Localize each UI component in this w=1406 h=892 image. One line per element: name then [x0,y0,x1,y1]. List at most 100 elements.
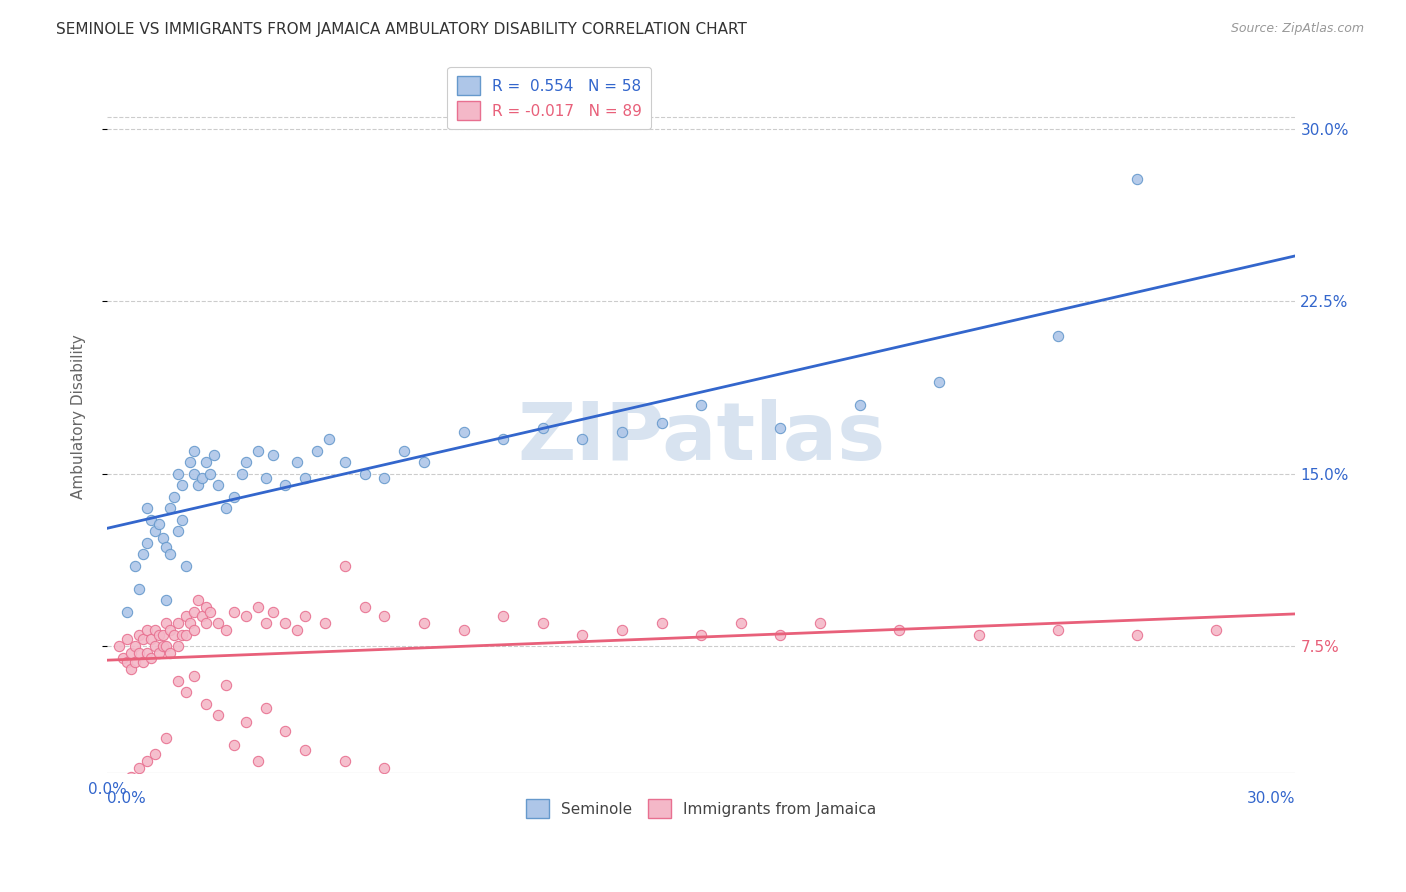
Point [135,501,157,516]
Point [124,558,146,573]
Point [172,513,194,527]
Point [1205,623,1227,637]
Point [187,478,209,492]
Point [120,646,142,660]
Point [314,616,336,631]
Point [183,669,205,683]
Point [651,416,673,430]
Point [198,605,221,619]
Point [139,650,162,665]
Point [610,623,633,637]
Point [333,754,356,768]
Y-axis label: Ambulatory Disability: Ambulatory Disability [72,334,86,499]
Point [235,715,257,730]
Point [392,443,415,458]
Point [176,628,198,642]
Point [124,656,146,670]
Point [235,455,257,469]
Point [246,754,269,768]
Point [124,639,146,653]
Point [176,558,198,573]
Point [222,605,245,619]
Point [135,754,157,768]
Point [132,547,155,561]
Point [195,697,218,711]
Point [167,467,190,481]
Point [571,628,593,642]
Point [207,708,229,723]
Point [152,639,174,653]
Point [285,623,308,637]
Point [413,455,436,469]
Point [531,420,554,434]
Point [246,600,269,615]
Point [183,623,205,637]
Point [159,623,181,637]
Point [187,593,209,607]
Point [179,616,201,631]
Point [176,685,198,699]
Point [262,448,284,462]
Point [143,747,166,762]
Point [808,616,831,631]
Point [148,628,170,642]
Legend: Seminole, Immigrants from Jamaica: Seminole, Immigrants from Jamaica [519,792,884,826]
Point [207,616,229,631]
Point [531,616,554,631]
Point [183,467,205,481]
Point [132,656,155,670]
Point [172,628,194,642]
Point [254,701,277,715]
Point [148,517,170,532]
Point [120,662,142,676]
Text: 30.0%: 30.0% [1247,791,1295,806]
Point [333,558,356,573]
Point [159,501,181,516]
Point [143,639,166,653]
Point [128,646,150,660]
Point [195,600,218,615]
Point [222,490,245,504]
Point [155,541,177,555]
Point [353,600,375,615]
Point [274,478,297,492]
Point [167,616,190,631]
Point [730,616,752,631]
Point [195,616,218,631]
Point [135,623,157,637]
Point [152,628,174,642]
Point [191,609,214,624]
Point [139,513,162,527]
Point [1126,172,1149,186]
Text: SEMINOLE VS IMMIGRANTS FROM JAMAICA AMBULATORY DISABILITY CORRELATION CHART: SEMINOLE VS IMMIGRANTS FROM JAMAICA AMBU… [56,22,747,37]
Point [135,535,157,549]
Point [155,731,177,746]
Point [889,623,911,637]
Text: 0.0%: 0.0% [107,791,146,806]
Point [246,443,269,458]
Point [373,609,395,624]
Point [262,605,284,619]
Point [108,639,131,653]
Point [159,646,181,660]
Point [453,425,475,440]
Point [305,443,328,458]
Point [163,628,186,642]
Point [167,673,190,688]
Text: Source: ZipAtlas.com: Source: ZipAtlas.com [1230,22,1364,36]
Point [139,632,162,647]
Point [159,547,181,561]
Point [215,678,238,692]
Point [176,609,198,624]
Point [1046,623,1069,637]
Point [294,471,316,485]
Point [132,632,155,647]
Point [373,471,395,485]
Point [115,605,138,619]
Point [294,609,316,624]
Point [274,724,297,739]
Point [235,609,257,624]
Point [128,582,150,596]
Point [148,646,170,660]
Point [413,616,436,631]
